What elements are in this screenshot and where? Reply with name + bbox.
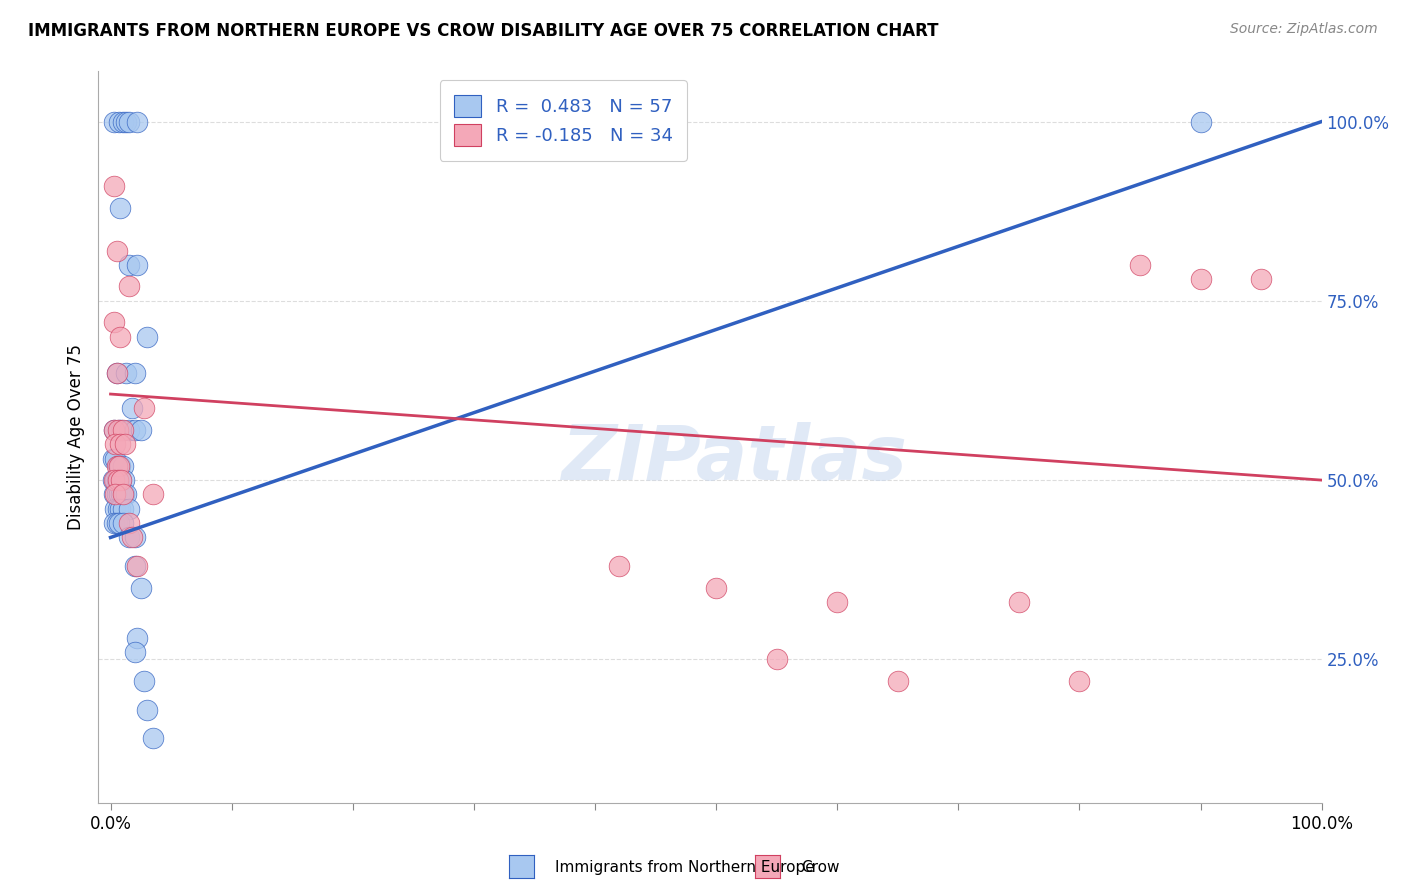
Point bbox=[127, 631, 149, 645]
Point bbox=[110, 329, 132, 343]
Point bbox=[104, 501, 127, 516]
Point bbox=[108, 458, 131, 473]
Point bbox=[127, 258, 149, 272]
Point bbox=[108, 487, 131, 501]
Point bbox=[111, 458, 134, 473]
Point bbox=[110, 201, 132, 215]
Point bbox=[124, 645, 146, 659]
Point bbox=[118, 258, 141, 272]
Point bbox=[103, 423, 125, 437]
Point bbox=[124, 531, 146, 545]
Point bbox=[110, 487, 132, 501]
Point bbox=[111, 423, 134, 437]
Point bbox=[115, 114, 138, 128]
Point bbox=[118, 423, 141, 437]
Point bbox=[142, 731, 165, 746]
Point bbox=[118, 531, 141, 545]
Point bbox=[103, 315, 125, 329]
Point bbox=[105, 458, 128, 473]
Point bbox=[108, 473, 131, 487]
Point bbox=[110, 423, 132, 437]
Point bbox=[107, 423, 129, 437]
Point bbox=[115, 487, 138, 501]
Text: Crow: Crow bbox=[801, 860, 839, 874]
Point bbox=[107, 501, 129, 516]
Point bbox=[103, 179, 125, 194]
Point bbox=[105, 244, 128, 258]
Point bbox=[1189, 114, 1212, 128]
Point bbox=[118, 516, 141, 530]
Point bbox=[111, 516, 134, 530]
Point bbox=[110, 458, 132, 473]
Point bbox=[607, 559, 630, 574]
Point bbox=[129, 581, 152, 595]
Point bbox=[103, 487, 125, 501]
Point bbox=[103, 473, 125, 487]
Point bbox=[121, 531, 143, 545]
Legend: R =  0.483   N = 57, R = -0.185   N = 34: R = 0.483 N = 57, R = -0.185 N = 34 bbox=[440, 80, 688, 161]
Point bbox=[887, 673, 910, 688]
Point bbox=[704, 581, 727, 595]
Point bbox=[108, 516, 131, 530]
Point bbox=[127, 559, 149, 574]
Point bbox=[124, 366, 146, 380]
Y-axis label: Disability Age Over 75: Disability Age Over 75 bbox=[66, 344, 84, 530]
Point bbox=[110, 473, 132, 487]
Point bbox=[105, 366, 128, 380]
Point bbox=[124, 559, 146, 574]
Point bbox=[1250, 272, 1272, 286]
Point bbox=[115, 366, 138, 380]
Point bbox=[135, 329, 157, 343]
Point bbox=[121, 401, 143, 416]
Point bbox=[127, 114, 149, 128]
Point bbox=[124, 423, 146, 437]
Point bbox=[107, 473, 129, 487]
Point bbox=[129, 423, 152, 437]
Point bbox=[104, 437, 127, 451]
Point bbox=[135, 702, 157, 716]
Point bbox=[108, 114, 131, 128]
Point bbox=[105, 487, 128, 501]
Point bbox=[118, 279, 141, 293]
Point bbox=[765, 652, 787, 666]
Point bbox=[1069, 673, 1091, 688]
Point bbox=[104, 473, 127, 487]
Point bbox=[134, 673, 156, 688]
Point bbox=[105, 516, 128, 530]
Point bbox=[101, 473, 124, 487]
Text: Source: ZipAtlas.com: Source: ZipAtlas.com bbox=[1230, 22, 1378, 37]
Point bbox=[107, 458, 129, 473]
Text: IMMIGRANTS FROM NORTHERN EUROPE VS CROW DISABILITY AGE OVER 75 CORRELATION CHART: IMMIGRANTS FROM NORTHERN EUROPE VS CROW … bbox=[28, 22, 939, 40]
Point bbox=[111, 114, 134, 128]
Point bbox=[1008, 595, 1031, 609]
Point bbox=[1189, 272, 1212, 286]
Point bbox=[1129, 258, 1152, 272]
Point bbox=[103, 423, 125, 437]
Point bbox=[101, 451, 124, 466]
Point bbox=[110, 437, 132, 451]
Point bbox=[104, 451, 127, 466]
Point bbox=[110, 473, 132, 487]
Point bbox=[103, 516, 125, 530]
Point bbox=[112, 487, 135, 501]
Point bbox=[825, 595, 848, 609]
Point bbox=[103, 114, 125, 128]
Point bbox=[118, 501, 141, 516]
Point bbox=[105, 366, 128, 380]
Point bbox=[111, 487, 134, 501]
Text: ZIPatlas: ZIPatlas bbox=[561, 422, 907, 496]
Point bbox=[118, 114, 141, 128]
Point bbox=[108, 423, 131, 437]
Point bbox=[112, 473, 135, 487]
Point bbox=[104, 487, 127, 501]
Point bbox=[105, 473, 128, 487]
Point bbox=[111, 501, 134, 516]
Text: Immigrants from Northern Europe: Immigrants from Northern Europe bbox=[555, 860, 815, 874]
Point bbox=[142, 487, 165, 501]
Point bbox=[110, 501, 132, 516]
Point bbox=[114, 437, 136, 451]
Point bbox=[134, 401, 156, 416]
